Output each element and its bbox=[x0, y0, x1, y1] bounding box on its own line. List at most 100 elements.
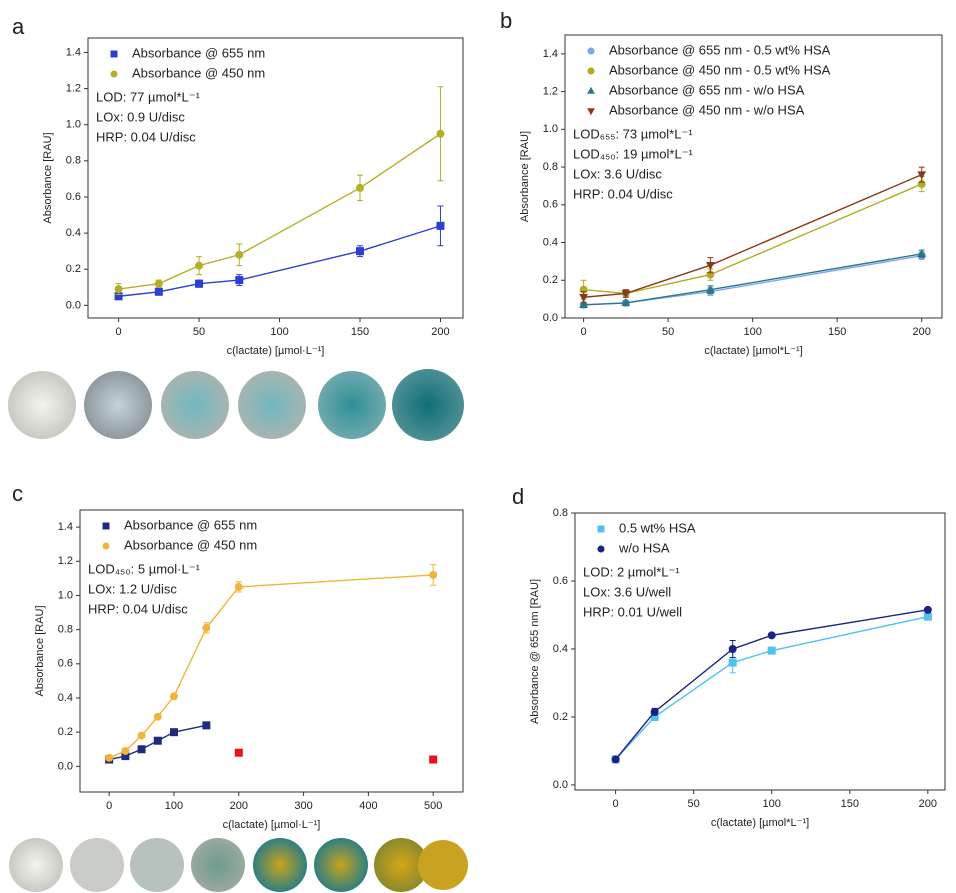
annotation: HRP: 0.04 U/disc bbox=[96, 129, 196, 144]
point bbox=[153, 736, 162, 745]
y-tick-label: 1.2 bbox=[58, 555, 73, 567]
annotation: LOD₄₅₀: 19 µmol*L⁻¹ bbox=[573, 146, 694, 161]
y-tick-label: 0.6 bbox=[543, 199, 558, 211]
x-tick-label: 100 bbox=[743, 326, 761, 338]
y-tick-label: 0.4 bbox=[543, 236, 558, 248]
x-tick-label: 200 bbox=[913, 326, 931, 338]
legend-marker bbox=[587, 86, 595, 94]
point bbox=[436, 129, 445, 138]
legend-label: 0.5 wt% HSA bbox=[619, 520, 696, 535]
y-tick-label: 0.2 bbox=[58, 726, 73, 738]
y-axis-label: Absorbance @ 655 nm [RAU] bbox=[529, 579, 541, 724]
legend-marker bbox=[587, 108, 595, 116]
fit-line bbox=[118, 225, 441, 298]
annotation: LOx: 3.6 U/well bbox=[583, 584, 671, 599]
point bbox=[234, 748, 243, 757]
panel-label: b bbox=[500, 8, 512, 33]
point bbox=[202, 721, 211, 730]
point bbox=[114, 285, 123, 294]
point bbox=[650, 707, 659, 716]
x-tick-label: 200 bbox=[919, 798, 937, 810]
point bbox=[154, 279, 163, 288]
annotation: LOD: 2 µmol*L⁻¹ bbox=[583, 564, 680, 579]
point bbox=[579, 294, 588, 303]
point bbox=[705, 284, 715, 293]
legend-marker bbox=[587, 67, 595, 75]
panel-label: c bbox=[12, 481, 23, 506]
y-tick-label: 0.0 bbox=[553, 779, 568, 791]
y-tick-label: 1.4 bbox=[543, 48, 558, 60]
point bbox=[767, 646, 776, 655]
point bbox=[621, 298, 631, 307]
annotation: HRP: 0.01 U/well bbox=[583, 604, 682, 619]
point bbox=[579, 299, 588, 308]
panel: d 0.0 0.2 0.4 0.6 0.8 0 50 100 150 200 c(lactate) [… bbox=[512, 484, 946, 829]
point bbox=[705, 261, 715, 270]
legend-marker bbox=[597, 525, 605, 533]
legend-label: Absorbance @ 450 nm bbox=[132, 65, 265, 80]
x-tick-label: 50 bbox=[193, 326, 205, 338]
x-tick-label: 0 bbox=[581, 326, 587, 338]
annotation: LOD₆₅₅: 73 µmol*L⁻¹ bbox=[573, 126, 693, 141]
point bbox=[137, 731, 146, 740]
point bbox=[728, 658, 737, 667]
y-tick-label: 0.6 bbox=[553, 575, 568, 587]
legend-label: Absorbance @ 655 nm bbox=[124, 517, 257, 532]
annotation: HRP: 0.04 U/disc bbox=[573, 186, 673, 201]
panel: c 0.0 0.2 0.4 0.6 0.8 1.0 1.2 1.4 0 100 200 300 400 50… bbox=[12, 481, 464, 831]
y-tick-label: 0.2 bbox=[553, 711, 568, 723]
point bbox=[923, 605, 932, 614]
y-tick-label: 0.4 bbox=[58, 692, 73, 704]
fit-line bbox=[583, 253, 922, 306]
x-tick-label: 150 bbox=[351, 326, 369, 338]
point bbox=[114, 292, 123, 301]
legend-label: Absorbance @ 450 nm - 0.5 wt% HSA bbox=[609, 62, 831, 77]
x-tick-label: 150 bbox=[828, 326, 846, 338]
point bbox=[611, 755, 620, 764]
point bbox=[650, 712, 659, 721]
fit-line bbox=[118, 133, 441, 290]
point bbox=[917, 171, 927, 180]
y-tick-label: 1.4 bbox=[66, 46, 81, 58]
y-tick-label: 1.0 bbox=[66, 119, 81, 131]
y-tick-label: 0.8 bbox=[543, 161, 558, 173]
y-tick-label: 0.8 bbox=[58, 624, 73, 636]
legend-marker bbox=[102, 522, 110, 530]
legend-marker bbox=[110, 50, 118, 58]
fit-line bbox=[583, 183, 922, 295]
point bbox=[235, 276, 244, 285]
point bbox=[105, 753, 114, 762]
y-tick-label: 0.4 bbox=[553, 643, 568, 655]
legend-label: Absorbance @ 450 nm - w/o HSA bbox=[609, 102, 805, 117]
point bbox=[436, 221, 445, 230]
point bbox=[429, 755, 438, 764]
point bbox=[121, 752, 130, 761]
x-tick-label: 0 bbox=[106, 800, 112, 812]
x-axis-label: c(lactate) [µmol*L⁻¹] bbox=[711, 817, 809, 829]
legend-label: w/o HSA bbox=[618, 540, 670, 555]
point bbox=[195, 279, 204, 288]
panel-label: a bbox=[12, 14, 25, 39]
y-axis-label: Absorbance [RAU] bbox=[34, 605, 46, 696]
point bbox=[728, 644, 737, 653]
x-tick-label: 200 bbox=[431, 326, 449, 338]
point bbox=[355, 247, 364, 256]
x-tick-label: 300 bbox=[294, 800, 312, 812]
annotation: LOx: 3.6 U/disc bbox=[573, 166, 662, 181]
x-axis-label: c(lactate) [µmol·L⁻¹] bbox=[227, 345, 325, 357]
panel-label: d bbox=[512, 484, 524, 509]
disc-photos-a bbox=[8, 369, 464, 441]
annotation: HRP: 0.04 U/disc bbox=[88, 601, 188, 616]
x-tick-label: 50 bbox=[688, 798, 700, 810]
x-tick-label: 0 bbox=[116, 326, 122, 338]
y-tick-label: 0.0 bbox=[543, 312, 558, 324]
legend-label: Absorbance @ 655 nm - w/o HSA bbox=[609, 82, 805, 97]
x-tick-label: 400 bbox=[359, 800, 377, 812]
annotation: LOx: 1.2 U/disc bbox=[88, 581, 177, 596]
point bbox=[355, 183, 364, 192]
y-tick-label: 1.0 bbox=[58, 589, 73, 601]
point bbox=[153, 712, 162, 721]
y-axis-label: Absorbance [RAU] bbox=[519, 131, 531, 222]
legend-marker bbox=[587, 47, 595, 55]
